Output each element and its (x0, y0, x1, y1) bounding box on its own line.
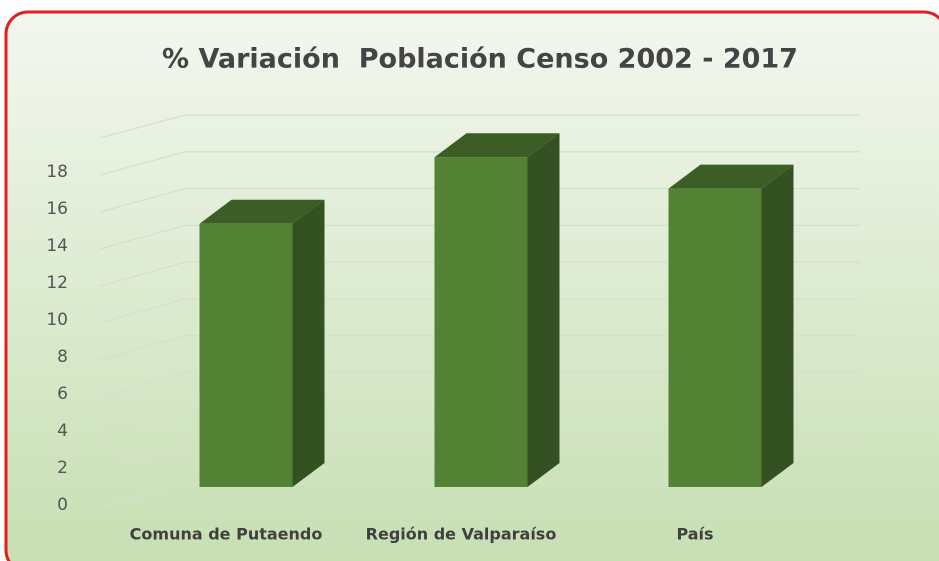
grid-line (99, 261, 860, 287)
bars (199, 133, 794, 488)
grid-line (99, 224, 860, 250)
y-tick-label: 14 (46, 236, 68, 256)
grid-line (99, 371, 860, 398)
chart-title: % Variación Población Censo 2002 - 2017 (162, 44, 798, 75)
y-tick-label: 18 (46, 162, 68, 182)
y-tick-label: 12 (46, 273, 68, 293)
y-tick-label: 4 (57, 421, 68, 441)
grid-line (99, 298, 860, 324)
bar-top (199, 199, 325, 224)
y-tick-label: 8 (57, 347, 68, 367)
grid-line (99, 482, 860, 509)
grid-line (99, 445, 860, 472)
y-tick-label: 0 (57, 495, 68, 515)
y-tick-label: 10 (46, 310, 68, 330)
y-tick-label: 16 (46, 199, 68, 219)
y-tick-label: 6 (57, 384, 68, 404)
bar-side (292, 199, 325, 488)
y-tick-label: 2 (57, 458, 68, 478)
grid-line (99, 114, 860, 139)
x-tick-label: Región de Valparaíso (366, 525, 557, 544)
grid-line (99, 408, 860, 435)
grid-line (99, 187, 860, 213)
bar-top (434, 133, 560, 158)
bar-side (761, 164, 794, 487)
bar-top (668, 164, 794, 189)
grid (99, 114, 860, 509)
bar (434, 157, 528, 487)
x-tick-label: País (676, 525, 713, 544)
x-tick-label: Comuna de Putaendo (130, 525, 323, 544)
grid-line (99, 335, 860, 361)
grid-line (99, 151, 860, 176)
bar (199, 223, 293, 488)
bar-side (527, 133, 560, 487)
bar (668, 188, 762, 487)
